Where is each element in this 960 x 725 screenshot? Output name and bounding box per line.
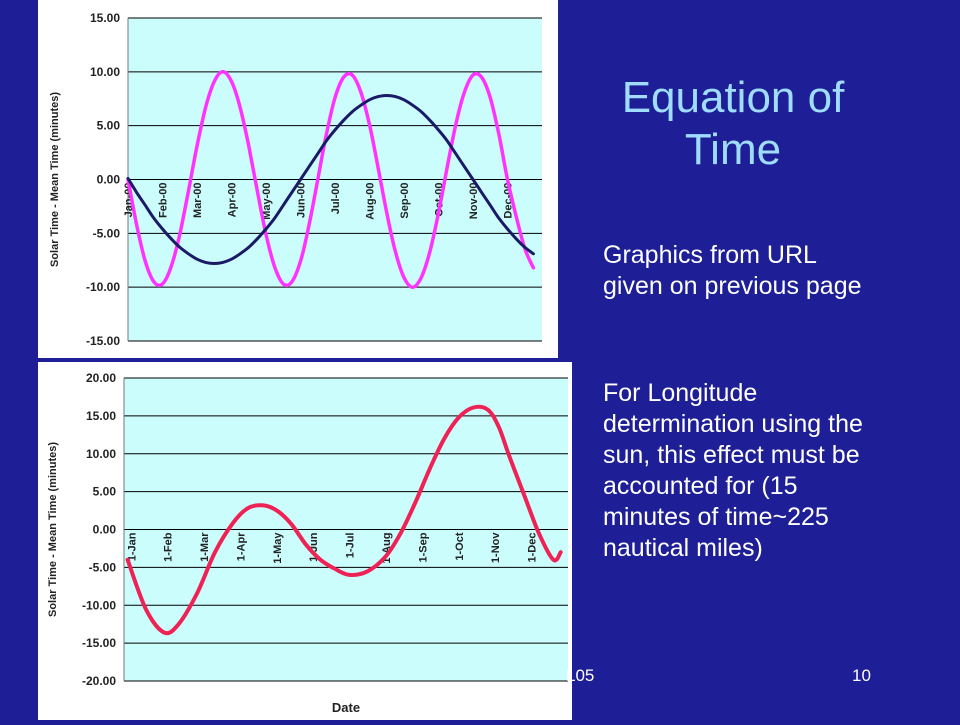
x-tick-label: Mar-00 [192,183,204,218]
y-tick-label: -15.00 [86,334,120,348]
x-tick-label: 1-Jul [345,533,357,559]
x-tick-label: Aug-00 [365,183,377,220]
x-tick-label: 1-Dec [527,533,539,563]
paragraph-graphics-source: Graphics from URL given on previous page [603,241,862,300]
paragraph-longitude-note: For Longitude determination using the su… [603,379,863,562]
y-tick-label: 5.00 [93,485,117,499]
x-tick-label: 1-Oct [454,532,466,560]
x-tick-label: 1-Feb [163,532,175,562]
x-tick-label: 1-Mar [199,532,211,562]
series-line-1 [125,404,563,636]
y-tick-label: 10.00 [86,447,116,461]
series-line-1 [126,70,536,289]
y-tick-label: 0.00 [97,173,121,187]
x-tick-label: 1-Jan [126,532,138,561]
chart1-svg: 15.0010.005.000.00-5.00-10.00-15.00Jan-0… [49,11,542,348]
y-tick-label: 15.00 [90,11,120,25]
chart2-svg: 20.00 15.00 10.00 5.00 0.00 -5.00 -10.00 -15.00… [47,371,568,715]
x-tick-label: Nov-00 [468,183,480,220]
series-line-2 [126,94,535,265]
y-tick-label: -20.00 [82,674,116,688]
x-tick-label: Feb-00 [158,183,170,218]
y-tick-label: 20.00 [86,371,116,385]
y-tick-label: -15.00 [82,636,116,650]
y-axis-label: Solar Time - Mean Time (minutes) [47,442,59,617]
footer-fragment: L05 [566,666,595,685]
x-tick-label: 1-May [272,532,284,564]
chart-obliquity-eccentricity: 15.00 10.00 5.00 0.00 -5.00 -10.00 -15.00 Jan-0… [38,0,558,358]
y-tick-label: -10.00 [86,280,120,294]
y-tick-label: -5.00 [93,226,121,240]
slide-number: 10 [852,666,871,685]
y-tick-label: -10.00 [82,598,116,612]
y-tick-label: 5.00 [97,119,121,133]
x-axis-label: Date [332,700,360,715]
y-tick-label: -5.00 [89,560,117,574]
x-tick-label: 1-Apr [235,532,247,561]
y-tick-label: 0.00 [93,523,117,537]
x-tick-label: 1-Sep [417,532,429,562]
x-tick-label: 1-Nov [490,532,502,563]
x-tick-label: Sep-00 [399,183,411,219]
x-tick-label: Jun-00 [296,183,308,218]
y-axis-label: Solar Time - Mean Time (minutes) [49,92,61,267]
x-tick-label: Jul-00 [330,183,342,215]
x-tick-label: Apr-00 [227,183,239,218]
slide-title: Equation of Time [621,73,845,174]
chart-equation-of-time: 20.00 15.00 10.00 5.00 0.00 -5.00 -10.00 -15.00… [38,362,572,720]
y-tick-label: 10.00 [90,65,120,79]
x-tick-label: May-00 [261,183,273,220]
y-tick-label: 15.00 [86,409,116,423]
